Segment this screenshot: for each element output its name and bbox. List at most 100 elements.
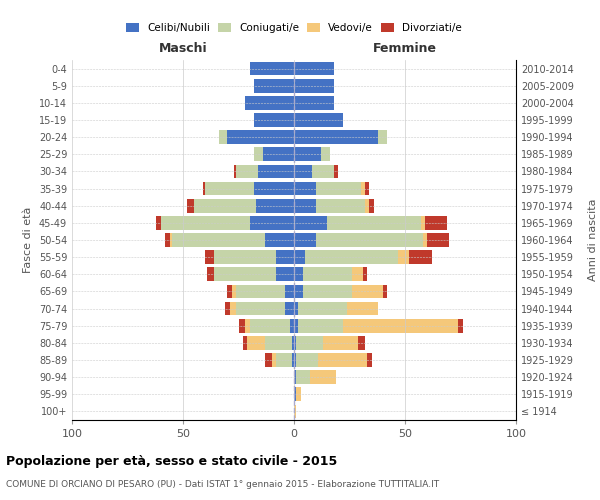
Bar [276,268,294,281]
Bar [256,199,294,212]
Bar [203,182,205,196]
Bar [425,216,447,230]
Bar [303,268,352,281]
Bar [272,353,276,367]
Bar [250,319,290,332]
Bar [294,370,296,384]
Bar [205,182,254,196]
Bar [157,216,161,230]
Bar [259,164,294,178]
Bar [352,268,363,281]
Bar [409,250,431,264]
Bar [243,336,247,349]
Text: Maschi: Maschi [158,42,208,55]
Bar [365,199,370,212]
Bar [245,319,250,332]
Bar [276,353,292,367]
Text: Femmine: Femmine [373,42,437,55]
Bar [347,302,379,316]
Y-axis label: Fasce di età: Fasce di età [23,207,33,273]
Bar [265,353,272,367]
Bar [294,233,316,247]
Bar [305,250,398,264]
Bar [316,199,365,212]
Bar [361,182,365,196]
Bar [254,113,294,127]
Bar [170,233,172,247]
Y-axis label: Anni di nascita: Anni di nascita [587,198,598,281]
Bar [310,370,336,384]
Bar [205,250,214,264]
Bar [294,388,296,401]
Bar [227,284,232,298]
Bar [285,284,294,298]
Bar [236,284,285,298]
Bar [294,113,343,127]
Bar [285,302,294,316]
Bar [250,216,294,230]
Bar [398,250,409,264]
Bar [427,233,449,247]
Bar [218,130,227,144]
Bar [194,199,256,212]
Bar [254,182,294,196]
Bar [294,216,328,230]
Bar [187,199,194,212]
Bar [254,79,294,92]
Bar [383,284,387,298]
Bar [208,268,214,281]
Bar [294,319,298,332]
Bar [294,250,305,264]
Bar [294,353,296,367]
Bar [250,62,294,76]
Bar [365,182,370,196]
Bar [363,268,367,281]
Bar [358,336,365,349]
Bar [296,336,323,349]
Bar [303,284,352,298]
Bar [232,284,236,298]
Bar [292,336,294,349]
Bar [245,96,294,110]
Bar [263,148,294,161]
Bar [294,62,334,76]
Bar [423,233,427,247]
Bar [225,302,230,316]
Bar [161,216,250,230]
Bar [370,199,374,212]
Bar [265,336,292,349]
Bar [292,353,294,367]
Bar [328,216,421,230]
Bar [334,164,338,178]
Bar [227,130,294,144]
Bar [236,164,259,178]
Bar [352,284,383,298]
Bar [294,404,296,418]
Bar [312,164,334,178]
Bar [294,302,298,316]
Bar [320,148,329,161]
Bar [294,336,296,349]
Bar [316,233,423,247]
Bar [254,148,263,161]
Bar [458,319,463,332]
Bar [230,302,236,316]
Bar [214,250,276,264]
Bar [294,148,320,161]
Bar [165,233,170,247]
Bar [172,233,265,247]
Bar [294,96,334,110]
Bar [323,336,358,349]
Bar [367,353,372,367]
Bar [294,130,379,144]
Bar [214,268,276,281]
Bar [276,250,294,264]
Bar [294,182,316,196]
Bar [319,353,367,367]
Text: COMUNE DI ORCIANO DI PESARO (PU) - Dati ISTAT 1° gennaio 2015 - Elaborazione TUT: COMUNE DI ORCIANO DI PESARO (PU) - Dati … [6,480,439,489]
Bar [298,319,343,332]
Bar [234,164,236,178]
Text: Popolazione per età, sesso e stato civile - 2015: Popolazione per età, sesso e stato civil… [6,455,337,468]
Bar [294,284,303,298]
Bar [379,130,387,144]
